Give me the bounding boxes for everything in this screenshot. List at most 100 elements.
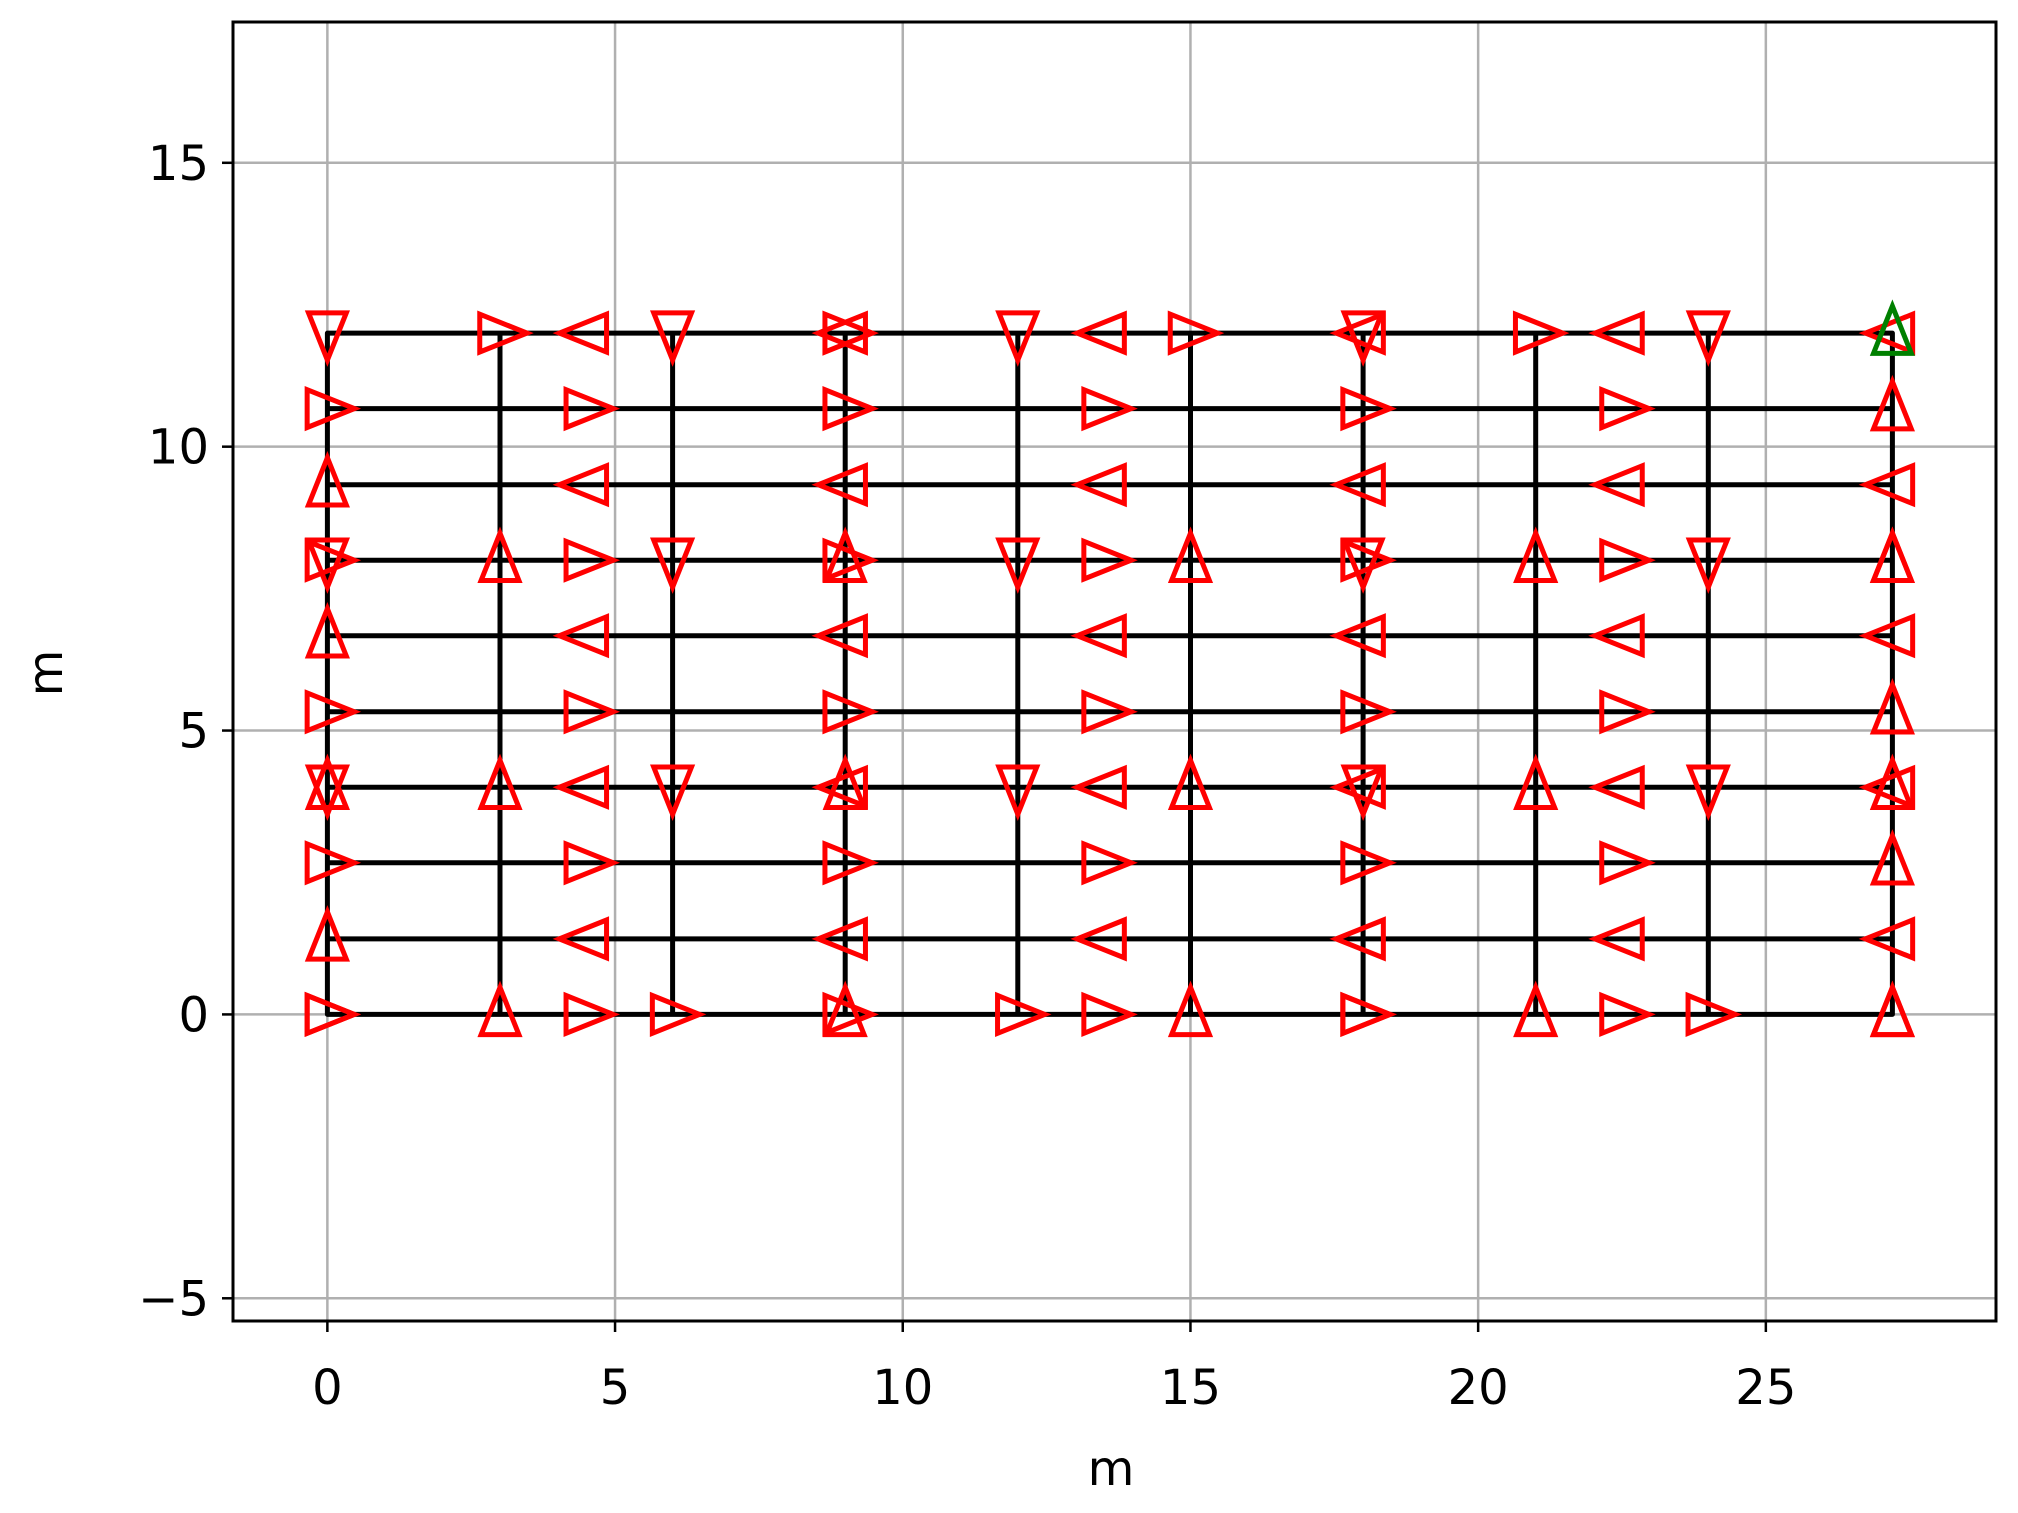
direction-marker bbox=[563, 386, 621, 432]
direction-marker bbox=[822, 310, 879, 356]
direction-marker bbox=[1858, 613, 1916, 659]
direction-marker bbox=[822, 840, 879, 886]
direction-marker bbox=[1588, 613, 1645, 659]
direction-marker bbox=[1070, 613, 1127, 659]
plot-frame bbox=[231, 20, 1998, 1323]
direction-marker bbox=[1340, 537, 1397, 583]
direction-marker bbox=[1070, 310, 1127, 356]
direction-marker bbox=[1599, 689, 1656, 735]
direction-marker bbox=[822, 753, 868, 811]
direction-marker bbox=[1858, 310, 1916, 356]
direction-marker bbox=[1869, 678, 1915, 735]
direction-marker bbox=[1167, 526, 1214, 583]
direction-marker bbox=[563, 991, 621, 1037]
x-tick-label: 15 bbox=[1160, 1360, 1221, 1416]
direction-marker bbox=[1685, 991, 1743, 1037]
direction-marker bbox=[304, 753, 350, 811]
direction-marker bbox=[552, 764, 610, 810]
direction-marker bbox=[1081, 537, 1138, 583]
direction-marker bbox=[563, 537, 621, 583]
direction-marker bbox=[1340, 386, 1397, 432]
direction-marker bbox=[477, 753, 523, 811]
direction-marker bbox=[650, 537, 696, 594]
direction-marker bbox=[1599, 386, 1656, 432]
direction-marker bbox=[822, 689, 879, 735]
direction-marker bbox=[477, 980, 523, 1038]
direction-marker bbox=[304, 840, 362, 886]
direction-marker bbox=[822, 386, 879, 432]
direction-marker bbox=[1340, 537, 1386, 594]
y-tick-label: 15 bbox=[148, 136, 209, 192]
direction-marker bbox=[1588, 916, 1645, 962]
direction-marker bbox=[1167, 980, 1214, 1038]
y-axis-label: m bbox=[18, 650, 74, 697]
direction-marker bbox=[1599, 991, 1656, 1037]
direction-marker bbox=[995, 764, 1041, 822]
direction-marker bbox=[1858, 916, 1916, 962]
direction-marker bbox=[304, 689, 362, 735]
direction-marker bbox=[1070, 462, 1127, 508]
direction-marker bbox=[1869, 374, 1915, 432]
x-tick-label: 20 bbox=[1448, 1360, 1509, 1416]
direction-marker bbox=[1869, 526, 1915, 583]
direction-marker bbox=[811, 613, 868, 659]
x-tick-label: 5 bbox=[600, 1360, 631, 1416]
direction-marker bbox=[1081, 689, 1138, 735]
direction-marker bbox=[1340, 764, 1386, 822]
direction-marker bbox=[304, 386, 362, 432]
direction-marker bbox=[1685, 310, 1731, 367]
direction-marker bbox=[304, 764, 350, 822]
direction-marker bbox=[552, 310, 610, 356]
y-tick-label: 10 bbox=[148, 420, 209, 476]
x-tick-label: 0 bbox=[312, 1360, 343, 1416]
direction-marker bbox=[1329, 462, 1386, 508]
y-tick-label: 5 bbox=[178, 704, 209, 760]
direction-marker bbox=[822, 526, 868, 583]
direction-marker bbox=[304, 601, 350, 659]
y-tick-label: 0 bbox=[178, 987, 209, 1043]
direction-marker bbox=[552, 462, 610, 508]
direction-marker bbox=[304, 450, 350, 508]
x-tick-label: 10 bbox=[872, 1360, 933, 1416]
direction-marker bbox=[811, 916, 868, 962]
direction-marker bbox=[1512, 310, 1570, 356]
direction-marker bbox=[1588, 310, 1645, 356]
direction-marker bbox=[477, 526, 523, 583]
direction-marker bbox=[1167, 753, 1214, 811]
direction-marker bbox=[563, 840, 621, 886]
x-tick-label: 25 bbox=[1735, 1360, 1796, 1416]
direction-marker bbox=[1167, 310, 1225, 356]
direction-marker bbox=[811, 764, 868, 810]
direction-marker bbox=[650, 310, 696, 367]
direction-marker bbox=[1070, 764, 1127, 810]
direction-marker bbox=[1588, 462, 1645, 508]
direction-marker bbox=[1340, 840, 1397, 886]
direction-marker bbox=[1340, 310, 1386, 367]
direction-marker bbox=[1081, 840, 1138, 886]
direction-marker bbox=[1340, 689, 1397, 735]
direction-marker bbox=[1685, 537, 1731, 594]
direction-marker bbox=[650, 764, 696, 822]
direction-marker bbox=[995, 537, 1041, 594]
direction-marker bbox=[1599, 840, 1656, 886]
direction-marker bbox=[1081, 991, 1138, 1037]
direction-marker bbox=[477, 310, 534, 356]
direction-marker bbox=[304, 905, 350, 962]
direction-marker bbox=[1858, 764, 1916, 810]
direction-marker bbox=[1869, 753, 1915, 811]
direction-marker bbox=[811, 462, 868, 508]
direction-marker bbox=[1858, 462, 1916, 508]
direction-marker bbox=[995, 991, 1052, 1037]
direction-marker bbox=[1869, 829, 1915, 886]
direction-marker bbox=[822, 537, 879, 583]
direction-marker bbox=[1340, 991, 1397, 1037]
direction-marker bbox=[1329, 916, 1386, 962]
direction-marker bbox=[649, 991, 707, 1037]
direction-marker bbox=[304, 991, 362, 1037]
direction-marker bbox=[304, 310, 350, 367]
direction-marker bbox=[1685, 764, 1731, 822]
direction-marker bbox=[1513, 526, 1559, 583]
direction-marker bbox=[304, 537, 362, 583]
direction-marker bbox=[822, 991, 879, 1037]
